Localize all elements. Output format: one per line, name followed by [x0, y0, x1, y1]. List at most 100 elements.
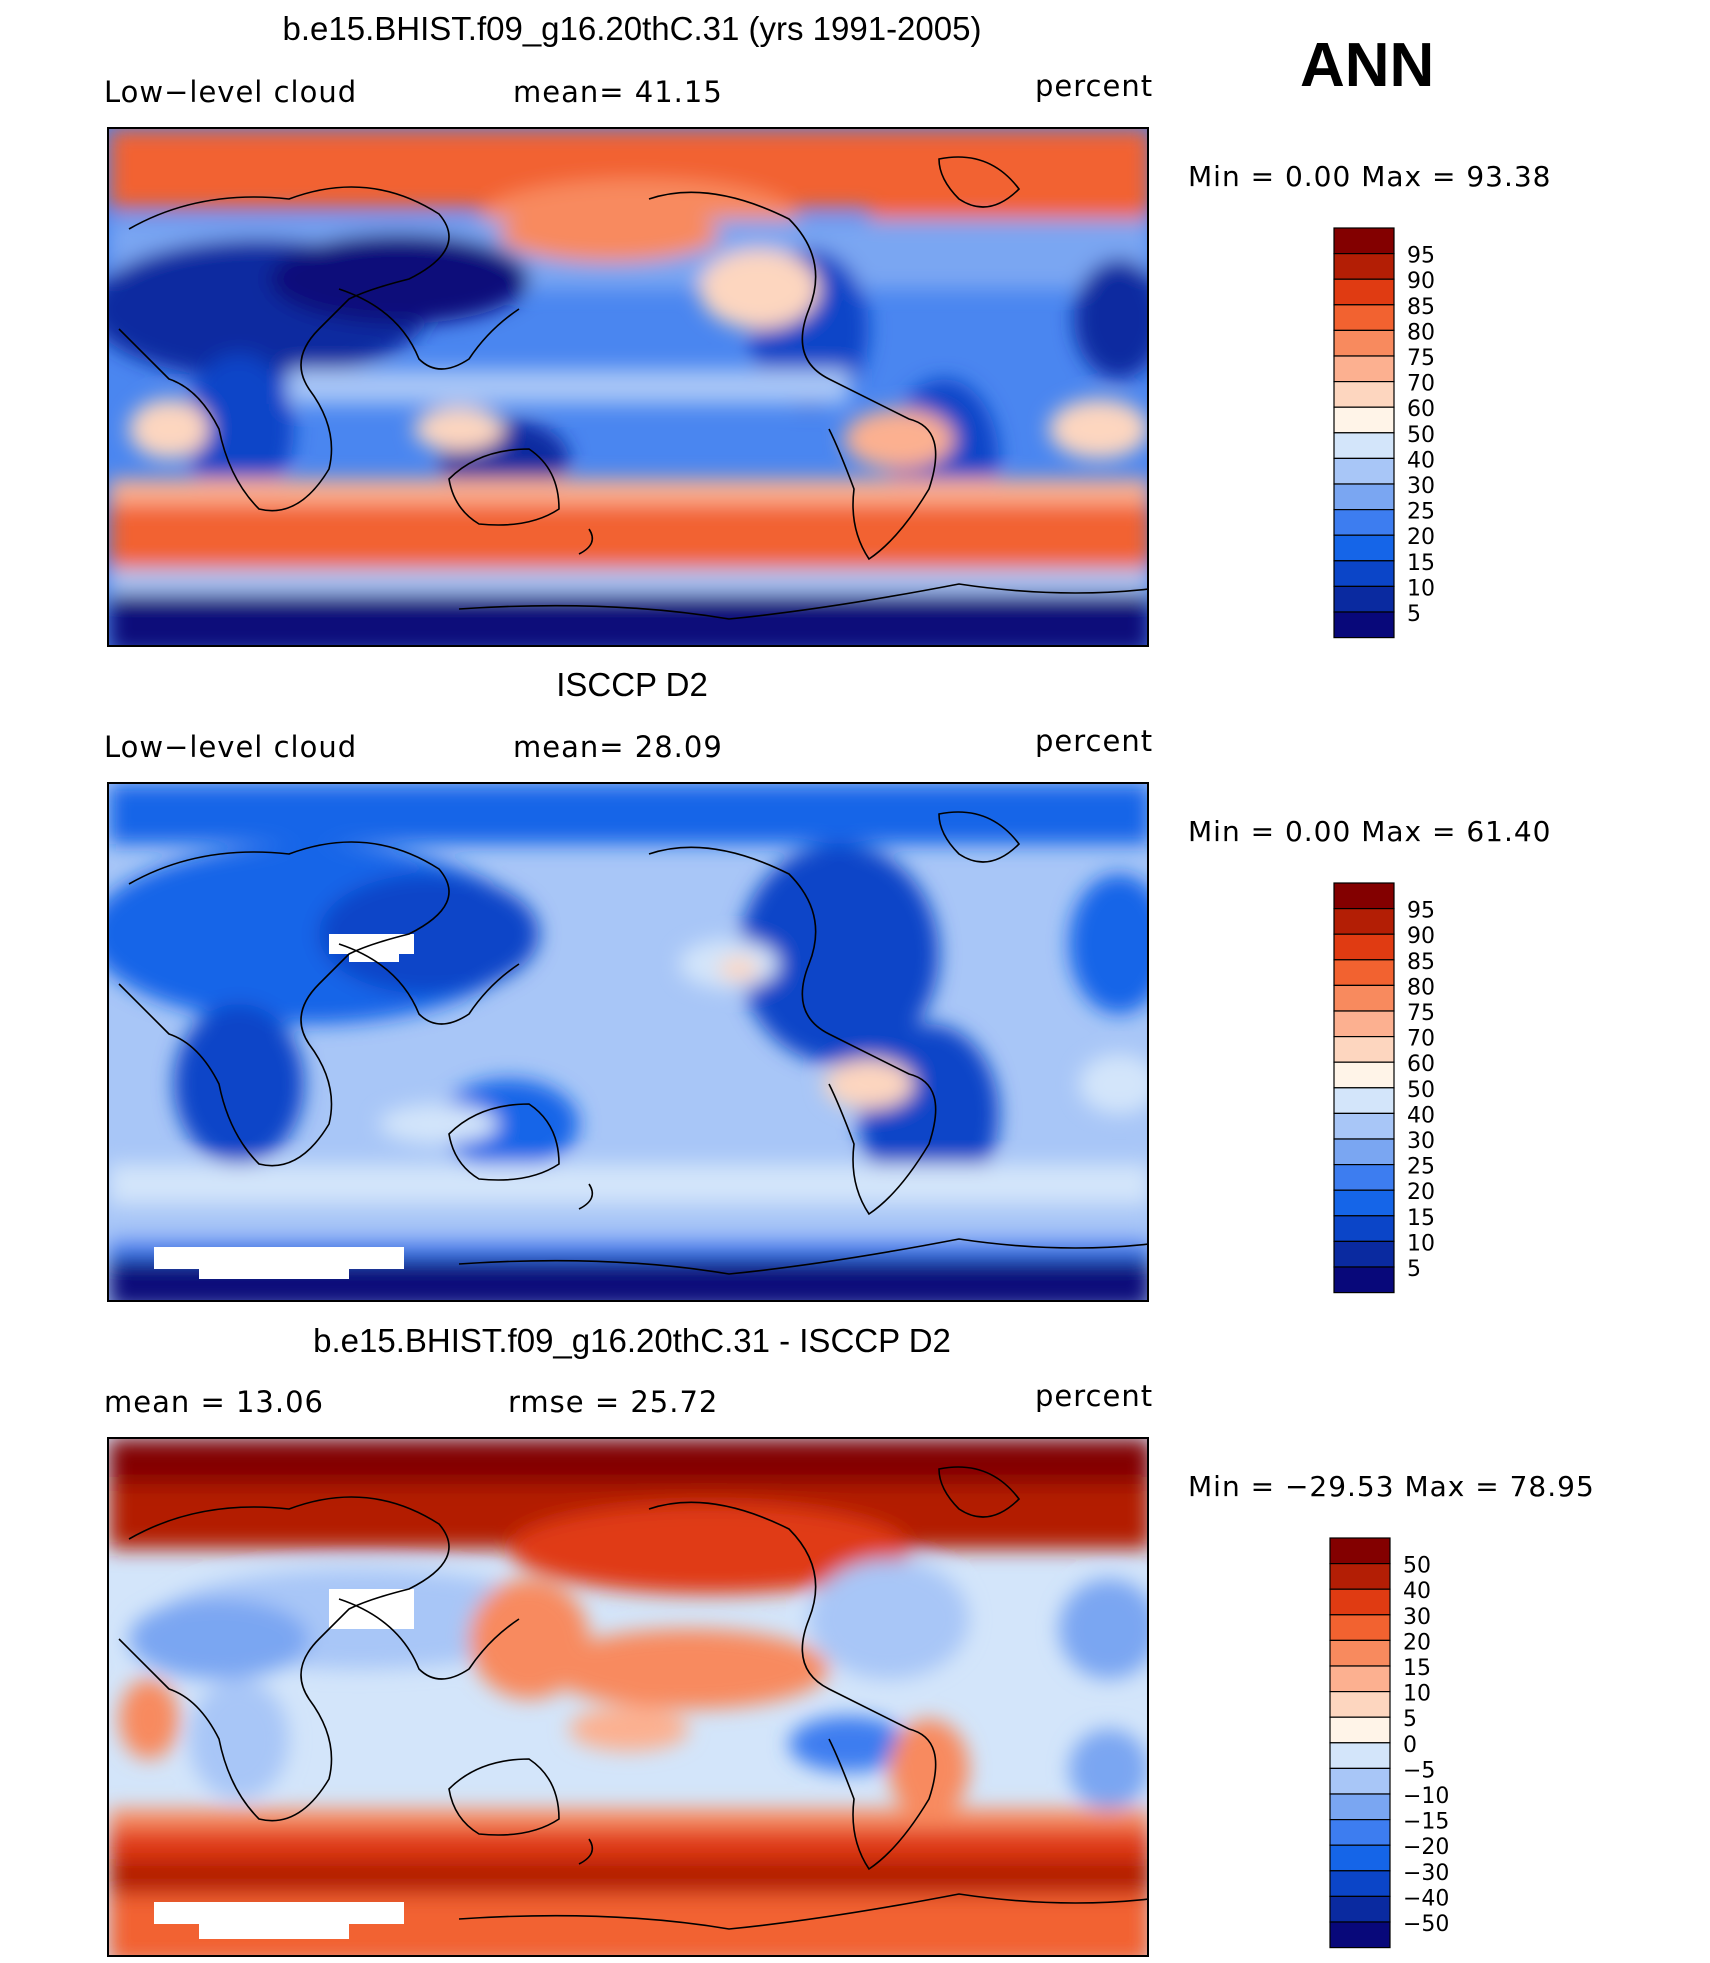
panel-obs-variable-label: Low−level cloud — [104, 730, 358, 764]
colorbar-tick-label: 25 — [1407, 500, 1435, 525]
colorbar-swatch — [1333, 432, 1395, 460]
colorbar-swatch — [1333, 1266, 1395, 1294]
colorbar-swatch — [1333, 304, 1395, 332]
panel-diff-mean-label: mean = 13.06 — [104, 1385, 324, 1419]
colorbar-tick-label: 75 — [1407, 346, 1435, 371]
colorbar-tick-label: 40 — [1407, 1103, 1435, 1128]
colorbar-swatch — [1329, 1665, 1391, 1693]
colorbar-tick-label: 30 — [1407, 474, 1435, 499]
colorbar-swatch — [1333, 1189, 1395, 1217]
panel-diff-missing-data — [329, 1589, 414, 1629]
colorbar-tick-label: 5 — [1407, 1257, 1421, 1282]
colorbar-swatch — [1333, 984, 1395, 1012]
panel-diff-coastlines — [118, 1466, 1147, 1930]
colorbar-tick-label: 5 — [1407, 602, 1421, 627]
colorbar-swatch — [1333, 534, 1395, 562]
colorbar-swatch — [1333, 1112, 1395, 1140]
colorbar-tick-label: 85 — [1407, 950, 1435, 975]
colorbar-swatch — [1333, 227, 1395, 255]
colorbar-swatch — [1329, 1742, 1391, 1770]
colorbar-tick-label: 50 — [1407, 423, 1435, 448]
colorbar-swatch — [1329, 1844, 1391, 1872]
colorbar-swatch — [1333, 611, 1395, 639]
colorbar-swatch — [1333, 1215, 1395, 1242]
panel-obs-map-svg — [109, 784, 1147, 1300]
colorbar-swatch — [1329, 1537, 1391, 1565]
panel-diff-units-label: percent — [1035, 1379, 1154, 1413]
colorbar-tick-label: 40 — [1407, 448, 1435, 473]
colorbar-tick-label: 5 — [1403, 1707, 1417, 1732]
panel-obs-coastlines — [118, 811, 1147, 1275]
colorbar-tick-label: 10 — [1407, 1231, 1435, 1256]
colorbar-swatch — [1333, 560, 1395, 587]
colorbar-tick-label: −50 — [1403, 1912, 1449, 1937]
colorbar-swatch — [1329, 1563, 1391, 1590]
colorbar-tick-label: −20 — [1403, 1835, 1449, 1860]
colorbar-tick-label: 15 — [1407, 1206, 1435, 1231]
panel-obs-title: ISCCP D2 — [556, 666, 708, 703]
colorbar-tick-label: 90 — [1407, 269, 1435, 294]
colorbar-swatch — [1329, 1639, 1391, 1667]
colorbar-tick-label: −40 — [1403, 1886, 1449, 1911]
colorbar-swatch — [1333, 933, 1395, 961]
colorbar-swatch — [1333, 509, 1395, 536]
panel-model-map-svg — [109, 129, 1147, 645]
season-label: ANN — [1300, 31, 1435, 100]
colorbar-swatch — [1329, 1870, 1391, 1897]
colorbar-tick-label: 80 — [1407, 320, 1435, 345]
colorbar-tick-label: 75 — [1407, 1001, 1435, 1026]
colorbar-swatch — [1329, 1588, 1391, 1616]
colorbar-tick-label: 15 — [1407, 551, 1435, 576]
colorbar-tick-label: 0 — [1403, 1733, 1417, 1758]
colorbar-swatch — [1333, 1061, 1395, 1089]
colorbar-tick-label: 20 — [1403, 1630, 1431, 1655]
panel-diff-map — [107, 1437, 1149, 1957]
colorbar-swatch — [1333, 882, 1395, 910]
panel-obs-units-label: percent — [1035, 724, 1154, 758]
colorbar-tick-label: 60 — [1407, 1052, 1435, 1077]
colorbar-tick-label: 50 — [1407, 1078, 1435, 1103]
panel-model-variable-label: Low−level cloud — [104, 75, 358, 109]
colorbar-swatch — [1333, 1010, 1395, 1038]
colorbar-swatch — [1333, 381, 1395, 408]
panel-obs-minmax: Min = 0.00 Max = 61.40 — [1188, 815, 1552, 848]
colorbar-swatch — [1333, 253, 1395, 280]
colorbar-swatch — [1333, 355, 1395, 383]
colorbar-tick-label: 70 — [1407, 1027, 1435, 1052]
colorbar-tick-label: 30 — [1407, 1129, 1435, 1154]
colorbar-swatch — [1333, 959, 1395, 987]
colorbar-swatch — [1333, 457, 1395, 485]
colorbar-swatch — [1329, 1895, 1391, 1923]
colorbar-tick-label: 20 — [1407, 525, 1435, 550]
panel-diff-rmse-label: rmse = 25.72 — [508, 1385, 719, 1419]
colorbar-swatch — [1329, 1921, 1391, 1949]
colorbar-tick-label: −30 — [1403, 1861, 1449, 1886]
colorbar-swatch — [1333, 1087, 1395, 1115]
colorbar-tick-label: −5 — [1403, 1758, 1435, 1783]
colorbar-tick-label: 95 — [1407, 899, 1435, 924]
colorbar-swatch — [1333, 278, 1395, 306]
colorbar-swatch — [1329, 1767, 1391, 1795]
colorbar-swatch — [1329, 1716, 1391, 1744]
colorbar-tick-label: 20 — [1407, 1180, 1435, 1205]
panel-model-mean-label: mean= 41.15 — [513, 75, 723, 109]
colorbar-tick-label: 80 — [1407, 975, 1435, 1000]
colorbar-swatch — [1329, 1614, 1391, 1642]
colorbar-swatch — [1333, 1036, 1395, 1063]
panel-obs-mean-label: mean= 28.09 — [513, 730, 723, 764]
panel-model-minmax: Min = 0.00 Max = 93.38 — [1188, 160, 1552, 193]
colorbar-tick-label: 25 — [1407, 1155, 1435, 1180]
panel-diff-minmax: Min = −29.53 Max = 78.95 — [1188, 1470, 1595, 1503]
colorbar-tick-label: −15 — [1403, 1810, 1449, 1835]
panel-obs-colorbar: 95 90 85 80 75 70 60 50 40 30 25 20 15 10 5 — [1333, 882, 1473, 1296]
panel-model-coastlines — [118, 156, 1147, 620]
colorbar-tick-label: 30 — [1403, 1605, 1431, 1630]
colorbar-tick-label: 50 — [1403, 1554, 1431, 1579]
panel-model-units-label: percent — [1035, 69, 1154, 103]
colorbar-swatch — [1333, 483, 1395, 511]
colorbar-swatch — [1329, 1793, 1391, 1821]
panel-obs-map — [107, 782, 1149, 1302]
colorbar-swatch — [1333, 1138, 1395, 1166]
